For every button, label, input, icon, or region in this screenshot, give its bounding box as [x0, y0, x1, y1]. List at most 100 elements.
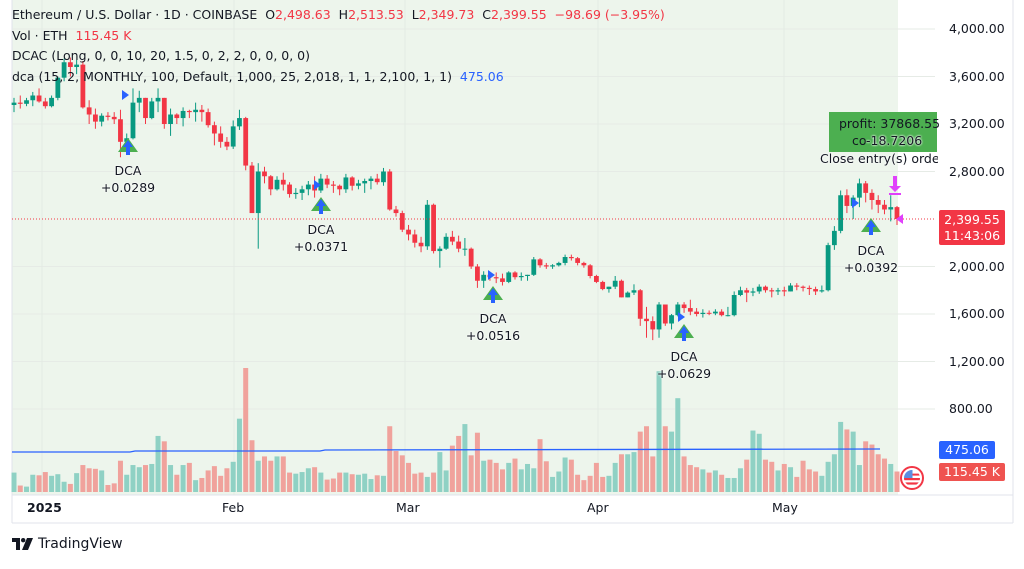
candle-body — [74, 64, 80, 67]
volume-bar — [512, 458, 518, 492]
symbol-row[interactable]: Ethereum / U.S. Dollar · 1D · COINBASE O… — [12, 5, 665, 26]
volume-bar — [669, 431, 675, 492]
volume-bar — [199, 477, 205, 492]
candle-body — [274, 179, 280, 190]
volume-bar — [593, 462, 599, 492]
candle-body — [61, 62, 67, 78]
candle-body — [36, 95, 42, 102]
candle-body — [719, 311, 725, 316]
candle-body — [882, 204, 887, 210]
volume-bar — [719, 474, 725, 492]
volume-bar — [36, 475, 42, 492]
volume-bar — [863, 441, 869, 492]
volume-bar — [681, 456, 687, 492]
volume-bar — [180, 465, 186, 492]
profit-box[interactable]: profit: 37868.55 co -18.7206 — [829, 112, 940, 152]
countdown-value: 11:43:06 — [943, 228, 1001, 243]
candle-body — [180, 110, 186, 119]
candle-body — [525, 274, 530, 276]
candle-body — [362, 181, 368, 184]
volume-bar — [343, 472, 349, 492]
volume-bar — [406, 462, 412, 492]
candle-body — [356, 183, 361, 186]
volume-row[interactable]: Vol · ETH 115.45 K — [12, 26, 665, 47]
candle-body — [305, 184, 311, 190]
volume-bar — [744, 459, 750, 492]
candle-body — [637, 290, 643, 319]
candle-body — [781, 290, 787, 292]
volume-bar — [368, 479, 374, 492]
volume-bar — [600, 476, 606, 492]
candle-body — [262, 171, 267, 177]
chart-legend: Ethereum / U.S. Dollar · 1D · COINBASE O… — [12, 5, 665, 87]
candle-body — [111, 116, 117, 120]
volume-bar — [819, 475, 825, 492]
volume-bar — [111, 483, 117, 492]
dca-value: 475.06 — [459, 68, 504, 84]
candle-body — [475, 266, 480, 281]
volume-bar — [424, 476, 430, 492]
candle-body — [819, 290, 825, 292]
dca-line — [12, 448, 881, 453]
exit-marker-icon — [896, 214, 903, 224]
volume-bar — [756, 433, 762, 492]
candle-body — [268, 176, 274, 190]
candle-body — [731, 295, 737, 316]
change-value: −98.69 (−3.95%) — [554, 7, 665, 22]
volume-label: Vol · ETH — [12, 27, 68, 43]
candle-body — [318, 178, 324, 191]
volume-bar — [769, 461, 775, 492]
candle-body — [324, 178, 330, 185]
candle-body — [130, 102, 136, 139]
candle-body — [399, 213, 405, 230]
candle-body — [888, 207, 894, 210]
volume-bar — [105, 484, 111, 492]
candle-body — [143, 97, 148, 119]
dca-signal-label: DCA +0.0629 — [656, 349, 712, 381]
volume-bar — [287, 472, 293, 492]
candle-body — [30, 95, 36, 101]
candle-body — [706, 312, 712, 314]
candle-body — [656, 304, 662, 330]
volume-bar — [161, 441, 167, 492]
open-label: O — [265, 7, 276, 22]
candle-body — [556, 262, 562, 266]
volume-bar — [274, 456, 280, 492]
candle-body — [650, 321, 656, 330]
volume-bar — [393, 451, 399, 492]
volume-bar — [781, 463, 787, 492]
count-value: -18.7206 — [866, 133, 923, 148]
volume-bar — [869, 444, 875, 492]
volume-bar — [205, 470, 211, 492]
dca-buy-signal-icon — [674, 324, 694, 341]
tradingview-logo[interactable]: TradingView — [12, 536, 123, 552]
candle-body — [825, 245, 831, 291]
dcac-row[interactable]: DCAC (Long, 0, 0, 10, 20, 1.5, 0, 2, 2, … — [12, 46, 665, 67]
candle-body — [424, 204, 430, 247]
volume-bar — [800, 460, 806, 492]
candle-body — [67, 62, 73, 67]
volume-bar — [136, 467, 142, 492]
candle-body — [136, 97, 142, 103]
candle-body — [857, 183, 862, 198]
volume-bar — [825, 461, 831, 492]
candle-body — [669, 315, 674, 324]
dca-row[interactable]: dca (15, 2, MONTHLY, 100, Default, 1,000… — [12, 67, 665, 88]
volume-bar — [362, 473, 368, 492]
candle-body — [205, 112, 211, 126]
volume-bar — [631, 452, 637, 492]
volume-bar — [556, 471, 562, 492]
candle-body — [725, 315, 731, 317]
volume-bar — [305, 468, 311, 492]
candle-body — [756, 286, 762, 292]
candle-body — [11, 102, 17, 105]
entry-marker-icon — [314, 180, 321, 190]
volume-bar — [443, 470, 449, 492]
candle-body — [299, 189, 305, 193]
candle-body — [512, 272, 518, 278]
flag-icon[interactable] — [900, 466, 924, 490]
candle-body — [193, 109, 199, 113]
dca-signal-label: DCA +0.0392 — [843, 243, 899, 275]
volume-bar — [61, 481, 67, 492]
